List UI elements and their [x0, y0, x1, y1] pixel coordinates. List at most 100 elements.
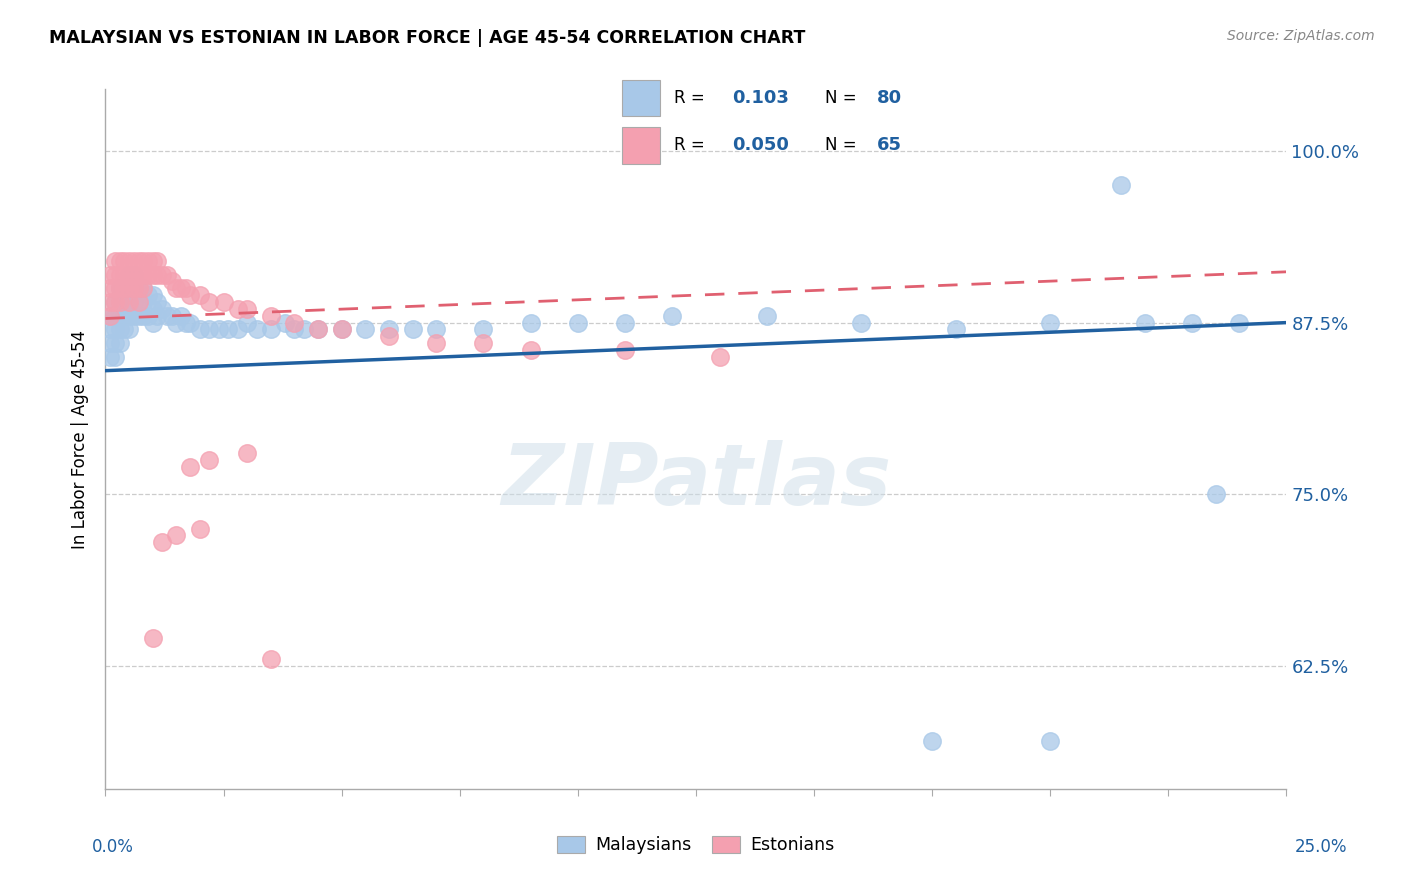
- Point: [236, 446, 259, 460]
- Point: [1133, 316, 1156, 330]
- Point: [226, 322, 249, 336]
- Point: [118, 295, 141, 310]
- Point: [112, 268, 135, 282]
- Point: [146, 295, 169, 310]
- Point: [156, 309, 179, 323]
- Point: [108, 281, 131, 295]
- Point: [425, 322, 447, 336]
- Point: [1109, 178, 1132, 193]
- Point: [217, 322, 239, 336]
- Text: N =: N =: [825, 89, 856, 107]
- Point: [246, 322, 269, 336]
- Point: [112, 281, 135, 295]
- Point: [136, 288, 159, 302]
- Point: [755, 309, 778, 323]
- Point: [283, 316, 305, 330]
- Point: [292, 322, 315, 336]
- Point: [307, 322, 329, 336]
- Point: [307, 322, 329, 336]
- Point: [170, 309, 193, 323]
- Point: [142, 288, 165, 302]
- Point: [179, 316, 201, 330]
- Point: [104, 336, 127, 351]
- Point: [921, 734, 943, 748]
- Point: [165, 528, 187, 542]
- Point: [122, 268, 145, 282]
- Text: R =: R =: [673, 136, 704, 154]
- Point: [519, 343, 541, 357]
- Point: [104, 253, 127, 268]
- Point: [156, 268, 179, 282]
- Point: [108, 268, 131, 282]
- Point: [174, 316, 197, 330]
- Text: 25.0%: 25.0%: [1295, 838, 1347, 856]
- Point: [122, 253, 145, 268]
- Point: [136, 253, 159, 268]
- Y-axis label: In Labor Force | Age 45-54: In Labor Force | Age 45-54: [72, 330, 90, 549]
- Point: [118, 268, 141, 282]
- Point: [104, 309, 127, 323]
- Point: [150, 301, 173, 316]
- Point: [104, 322, 127, 336]
- Text: N =: N =: [825, 136, 856, 154]
- Point: [122, 281, 145, 295]
- FancyBboxPatch shape: [621, 127, 659, 163]
- Point: [98, 268, 121, 282]
- Point: [132, 268, 155, 282]
- Point: [188, 288, 211, 302]
- Point: [108, 295, 131, 310]
- Point: [1039, 316, 1062, 330]
- Point: [425, 336, 447, 351]
- Point: [108, 336, 131, 351]
- Point: [108, 281, 131, 295]
- Point: [98, 281, 121, 295]
- Point: [108, 295, 131, 310]
- Point: [104, 295, 127, 310]
- Point: [146, 268, 169, 282]
- Point: [98, 350, 121, 364]
- Point: [112, 309, 135, 323]
- Point: [1227, 316, 1250, 330]
- Point: [236, 316, 259, 330]
- Point: [132, 253, 155, 268]
- Point: [108, 253, 131, 268]
- Point: [122, 281, 145, 295]
- Point: [122, 295, 145, 310]
- Text: ZIPatlas: ZIPatlas: [501, 440, 891, 523]
- Point: [98, 309, 121, 323]
- Point: [122, 268, 145, 282]
- Point: [260, 309, 283, 323]
- Point: [174, 281, 197, 295]
- Point: [104, 268, 127, 282]
- Text: 80: 80: [877, 89, 903, 107]
- Point: [519, 316, 541, 330]
- Point: [198, 453, 221, 467]
- Point: [709, 350, 731, 364]
- Point: [128, 295, 150, 310]
- Point: [142, 632, 165, 646]
- Point: [108, 322, 131, 336]
- Point: [112, 322, 135, 336]
- Point: [188, 522, 211, 536]
- Point: [142, 253, 165, 268]
- Point: [198, 295, 221, 310]
- Point: [188, 322, 211, 336]
- Point: [198, 322, 221, 336]
- Text: 0.050: 0.050: [733, 136, 789, 154]
- Point: [146, 309, 169, 323]
- Point: [128, 281, 150, 295]
- Text: Source: ZipAtlas.com: Source: ZipAtlas.com: [1227, 29, 1375, 44]
- Point: [128, 295, 150, 310]
- Point: [851, 316, 873, 330]
- Point: [208, 322, 231, 336]
- Point: [401, 322, 423, 336]
- Point: [118, 309, 141, 323]
- Point: [567, 316, 589, 330]
- Point: [112, 281, 135, 295]
- Point: [132, 295, 155, 310]
- Point: [150, 268, 173, 282]
- Point: [132, 281, 155, 295]
- Point: [614, 316, 637, 330]
- Point: [160, 309, 183, 323]
- Point: [128, 268, 150, 282]
